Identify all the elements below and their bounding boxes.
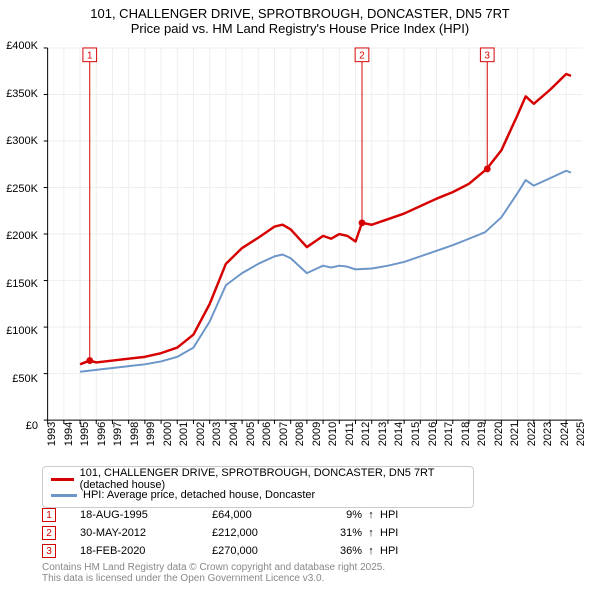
x-tick-label: 1999 xyxy=(145,422,157,446)
y-tick-label: £0 xyxy=(26,420,38,432)
x-tick-label: 2000 xyxy=(162,422,174,446)
x-tick-label: 1993 xyxy=(46,422,58,446)
up-arrow-icon: ↑ xyxy=(362,509,380,521)
x-tick-label: 2010 xyxy=(327,422,339,446)
x-tick-label: 2021 xyxy=(509,422,521,446)
sales-marker: 1 xyxy=(42,508,56,522)
sales-hpi-label: HPI xyxy=(380,527,410,539)
title-line-2: Price paid vs. HM Land Registry's House … xyxy=(0,21,600,36)
x-tick-label: 2013 xyxy=(377,422,389,446)
x-tick-label: 1995 xyxy=(79,422,91,446)
y-tick-label: £400K xyxy=(6,40,38,52)
sales-date: 18-FEB-2020 xyxy=(80,545,212,557)
sales-row: 2 30-MAY-2012£212,00031%↑HPI xyxy=(42,524,410,542)
x-tick-label: 2003 xyxy=(211,422,223,446)
y-axis-labels: £0£50K£100K£150K£200K£250K£300K£350K£400… xyxy=(0,46,40,426)
x-tick-label: 2011 xyxy=(344,422,356,446)
svg-text:3: 3 xyxy=(485,51,491,62)
chart-svg: 1 2 3 xyxy=(42,46,588,426)
legend-swatch xyxy=(51,494,77,497)
x-tick-label: 2009 xyxy=(311,422,323,446)
x-tick-label: 2012 xyxy=(360,422,372,446)
y-tick-label: £200K xyxy=(6,230,38,242)
sales-table: 118-AUG-1995£64,0009%↑HPI230-MAY-2012£21… xyxy=(42,506,410,560)
x-tick-label: 2022 xyxy=(526,422,538,446)
up-arrow-icon: ↑ xyxy=(362,545,380,557)
x-tick-label: 2019 xyxy=(476,422,488,446)
sales-hpi-label: HPI xyxy=(380,545,410,557)
x-tick-label: 2004 xyxy=(228,422,240,446)
x-tick-label: 2005 xyxy=(245,422,257,446)
sales-row: 1 18-AUG-1995£64,0009%↑HPI xyxy=(42,506,410,524)
x-tick-label: 2016 xyxy=(427,422,439,446)
footer-line-2: This data is licensed under the Open Gov… xyxy=(42,573,385,584)
svg-text:1: 1 xyxy=(87,51,92,62)
sales-pct: 36% xyxy=(312,545,362,557)
x-tick-label: 2025 xyxy=(575,422,587,446)
x-tick-label: 1998 xyxy=(129,422,141,446)
svg-text:2: 2 xyxy=(359,51,364,62)
legend: 101, CHALLENGER DRIVE, SPROTBROUGH, DONC… xyxy=(42,466,474,508)
x-tick-label: 2006 xyxy=(261,422,273,446)
sales-hpi-label: HPI xyxy=(380,509,410,521)
legend-label: HPI: Average price, detached house, Donc… xyxy=(83,489,315,501)
x-tick-label: 2018 xyxy=(460,422,472,446)
sales-pct: 31% xyxy=(312,527,362,539)
x-tick-label: 2007 xyxy=(278,422,290,446)
x-tick-label: 2008 xyxy=(294,422,306,446)
footer-line-1: Contains HM Land Registry data © Crown c… xyxy=(42,562,385,573)
chart-title: 101, CHALLENGER DRIVE, SPROTBROUGH, DONC… xyxy=(0,0,600,36)
footer-attribution: Contains HM Land Registry data © Crown c… xyxy=(42,562,385,584)
y-tick-label: £300K xyxy=(6,135,38,147)
legend-item: 101, CHALLENGER DRIVE, SPROTBROUGH, DONC… xyxy=(51,471,465,487)
sales-price: £64,000 xyxy=(212,509,312,521)
legend-swatch xyxy=(51,478,74,481)
x-tick-label: 2020 xyxy=(493,422,505,446)
sales-marker: 2 xyxy=(42,526,56,540)
y-tick-label: £150K xyxy=(6,278,38,290)
sales-row: 3 18-FEB-2020£270,00036%↑HPI xyxy=(42,542,410,560)
sales-date: 18-AUG-1995 xyxy=(80,509,212,521)
title-line-1: 101, CHALLENGER DRIVE, SPROTBROUGH, DONC… xyxy=(0,6,600,21)
x-tick-label: 2014 xyxy=(393,422,405,446)
y-tick-label: £100K xyxy=(6,325,38,337)
y-tick-label: £250K xyxy=(6,183,38,195)
sales-price: £270,000 xyxy=(212,545,312,557)
x-tick-label: 1997 xyxy=(112,422,124,446)
x-tick-label: 1996 xyxy=(96,422,108,446)
x-tick-label: 1994 xyxy=(63,422,75,446)
x-tick-label: 2017 xyxy=(443,422,455,446)
x-tick-label: 2023 xyxy=(542,422,554,446)
x-tick-label: 2024 xyxy=(559,422,571,446)
x-tick-label: 2001 xyxy=(178,422,190,446)
chart-plot-area: 1 2 3 xyxy=(42,46,588,426)
legend-label: 101, CHALLENGER DRIVE, SPROTBROUGH, DONC… xyxy=(80,467,465,491)
x-tick-label: 2002 xyxy=(195,422,207,446)
y-tick-label: £350K xyxy=(6,88,38,100)
sales-marker: 3 xyxy=(42,544,56,558)
x-tick-label: 2015 xyxy=(410,422,422,446)
sales-date: 30-MAY-2012 xyxy=(80,527,212,539)
sales-pct: 9% xyxy=(312,509,362,521)
sales-price: £212,000 xyxy=(212,527,312,539)
up-arrow-icon: ↑ xyxy=(362,527,380,539)
x-axis-labels: 1993199419951996199719981999200020012002… xyxy=(42,430,588,466)
y-tick-label: £50K xyxy=(12,373,38,385)
